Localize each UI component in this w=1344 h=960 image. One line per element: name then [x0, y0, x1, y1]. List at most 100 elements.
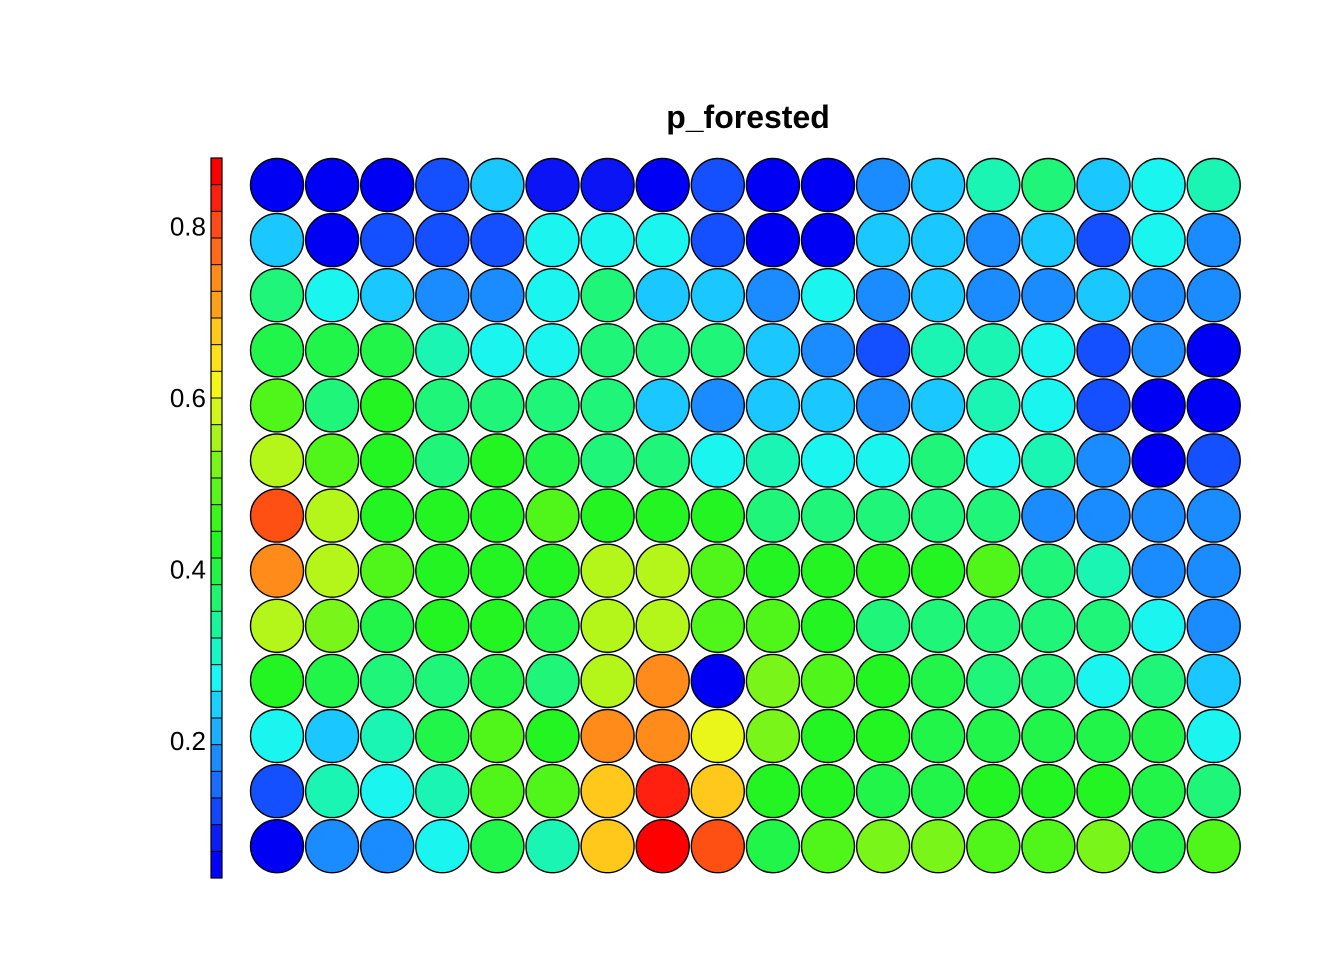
colorbar-band [211, 531, 222, 559]
heatmap-cell [911, 598, 966, 653]
colorbar-band [211, 371, 222, 399]
heatmap-cell [360, 268, 415, 323]
heatmap-cell [360, 433, 415, 488]
heatmap-cell [1021, 268, 1076, 323]
heatmap-cell [855, 653, 911, 709]
heatmap-cell [525, 268, 580, 323]
heatmap-cell [304, 433, 360, 488]
heatmap-cell [1131, 763, 1186, 819]
heatmap-cell [635, 819, 690, 874]
colorbar-tick-label: 0.6 [170, 383, 206, 413]
colorbar-band [211, 451, 222, 479]
colorbar-band [211, 798, 222, 825]
heatmap-cell [1076, 653, 1131, 709]
heatmap-cell [1131, 653, 1186, 709]
colorbar-band [211, 638, 222, 665]
heatmap-cell [525, 433, 580, 488]
heatmap-cell [911, 268, 966, 323]
heatmap-cell [525, 378, 580, 433]
heatmap-cell [855, 819, 911, 874]
heatmap-cell [249, 157, 305, 213]
heatmap-cell [470, 378, 525, 433]
heatmap-cell [1186, 763, 1241, 819]
heatmap-cell [855, 433, 911, 488]
heatmap-cell [911, 323, 966, 378]
colorbar-tick-label: 0.4 [170, 554, 206, 584]
heatmap-cell [690, 323, 745, 378]
heatmap-cell [1076, 378, 1131, 433]
heatmap-cell [690, 488, 745, 543]
heatmap-cell [249, 488, 305, 543]
colorbar-band [211, 558, 222, 585]
heatmap-cell [580, 708, 635, 764]
heatmap-cell [1186, 819, 1241, 874]
heatmap-cell [1076, 488, 1131, 543]
heatmap-cell [690, 819, 745, 874]
heatmap-cell [249, 763, 305, 819]
heatmap-cell [249, 433, 305, 488]
heatmap-cell [304, 653, 360, 709]
heatmap-cell [1131, 488, 1186, 543]
heatmap-cell [580, 819, 635, 874]
heatmap-cell [304, 598, 360, 653]
heatmap-cell [911, 708, 966, 764]
heatmap-cell [1021, 212, 1076, 268]
heatmap-cell [1021, 819, 1076, 874]
heatmap-cell [525, 819, 580, 874]
heatmap-cell [525, 157, 580, 213]
heatmap-cell [635, 653, 690, 709]
heatmap-cell [911, 212, 966, 268]
heatmap-cell [635, 157, 690, 213]
heatmap-cell [580, 653, 635, 709]
heatmap-cell [1076, 598, 1131, 653]
heatmap-cell [249, 378, 305, 433]
heatmap-cell [470, 543, 525, 598]
heatmap-cell [470, 763, 525, 819]
heatmap-cell [745, 763, 801, 819]
heatmap-cell [360, 543, 415, 598]
heatmap-cell [1076, 708, 1131, 764]
heatmap-cell [415, 433, 470, 488]
heatmap-cell [415, 598, 470, 653]
colorbar-band [211, 504, 222, 532]
heatmap-cell [470, 323, 525, 378]
colorbar-band [211, 291, 222, 319]
colorbar-band [211, 744, 222, 772]
colorbar-band [211, 584, 222, 612]
heatmap-cell [800, 543, 856, 598]
heatmap-cell [855, 543, 911, 598]
heatmap-cell [1131, 323, 1186, 378]
heatmap-cell [911, 378, 966, 433]
heatmap-cell [249, 268, 305, 323]
heatmap-cell [249, 819, 305, 874]
heatmap-cell [1186, 268, 1241, 323]
heatmap-cell [635, 763, 690, 819]
heatmap-cell [855, 763, 911, 819]
colorbar-band [211, 158, 222, 185]
heatmap-cell [580, 157, 635, 213]
heatmap-cell [1186, 653, 1241, 709]
heatmap-cell [470, 212, 525, 268]
heatmap-cell [580, 323, 635, 378]
heatmap-cell [249, 598, 305, 653]
heatmap-cell [745, 819, 801, 874]
heatmap-cell [1021, 488, 1076, 543]
heatmap-cell [304, 268, 360, 323]
heatmap-cell [966, 157, 1021, 213]
heatmap-cell [800, 708, 856, 764]
heatmap-cell [745, 378, 801, 433]
heatmap-cell [800, 819, 856, 874]
heatmap-cell [249, 212, 305, 268]
heatmap-cell [690, 763, 745, 819]
heatmap-cell [745, 212, 801, 268]
heatmap-cell [1076, 543, 1131, 598]
heatmap-cell [249, 323, 305, 378]
heatmap-cell [800, 488, 856, 543]
colorbar-band [211, 771, 222, 799]
heatmap-cell [360, 598, 415, 653]
heatmap-cell [525, 598, 580, 653]
heatmap-cell [635, 378, 690, 433]
heatmap-cell [966, 763, 1021, 819]
colorbar-band [211, 344, 222, 372]
